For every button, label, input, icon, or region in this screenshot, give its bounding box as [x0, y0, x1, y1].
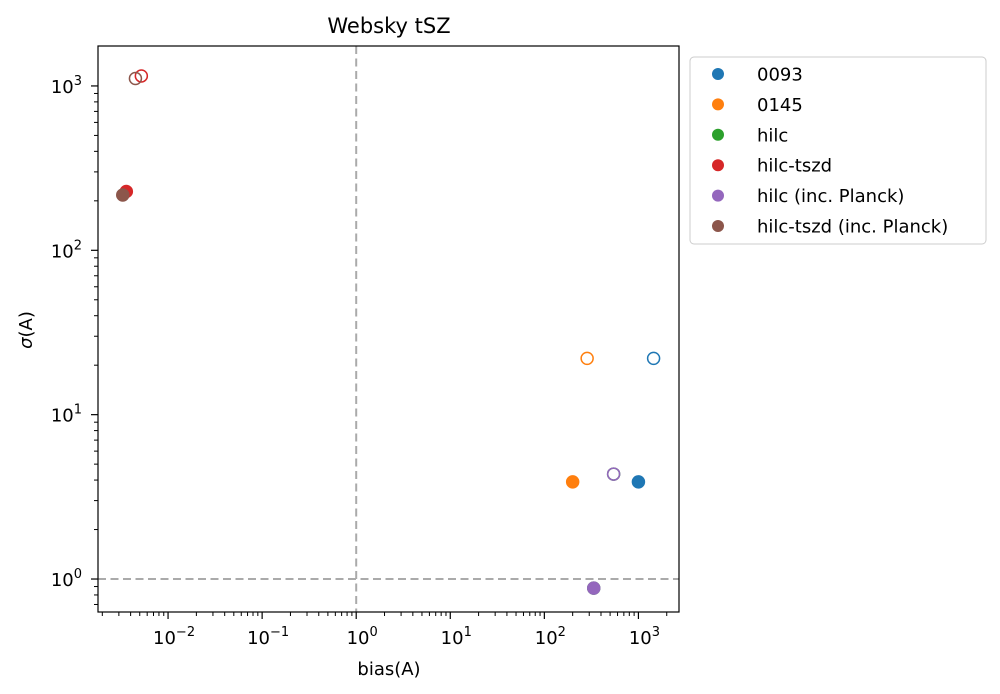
legend-label: hilc	[757, 125, 788, 146]
point-0093-filled	[631, 475, 646, 489]
legend-entry-hilc-tszd-inc-planck: hilc-tszd (inc. Planck)	[712, 217, 948, 238]
point-hilc-inc-planck-open	[606, 467, 621, 481]
chart-title: Websky tSZ	[327, 14, 450, 38]
x-tick-label: 102	[535, 625, 566, 649]
x-tick-label: 101	[441, 625, 472, 649]
x-tick-label: 100	[347, 625, 378, 649]
x-tick-label: 10−2	[153, 625, 195, 649]
legend-marker	[712, 159, 724, 172]
legend-entry-0093: 0093	[712, 65, 803, 86]
y-axis-label-symbol: σ	[16, 337, 37, 349]
legend-entry-hilc-tszd: hilc-tszd	[712, 156, 832, 177]
axes-frame	[97, 45, 680, 613]
point-0145-open	[580, 351, 594, 366]
y-tick-label: 101	[51, 403, 82, 427]
data-points	[116, 69, 661, 595]
legend-marker	[712, 220, 724, 232]
y-tick-label: 100	[51, 567, 82, 591]
point-0145-filled	[565, 475, 580, 489]
point-0093-open	[646, 351, 661, 366]
legend-marker	[712, 189, 724, 202]
plot-area	[97, 45, 680, 613]
legend-entry-0145: 0145	[712, 95, 803, 116]
point-hilc-tszd-inc-planck-open	[128, 71, 143, 86]
y-axis-label-arg: (A)	[16, 311, 37, 337]
reference-lines	[98, 46, 679, 612]
legend-label: hilc (inc. Planck)	[757, 186, 904, 207]
x-tick-label: 103	[629, 625, 660, 649]
point-hilc-tszd-open	[134, 69, 149, 83]
y-tick-label: 102	[51, 238, 82, 262]
legend-marker	[712, 68, 724, 80]
legend-marker	[712, 128, 724, 141]
legend-frame	[689, 56, 987, 245]
legend-label: hilc-tszd (inc. Planck)	[757, 217, 948, 238]
y-axis: 100 101 102 103	[51, 74, 98, 605]
y-axis-label: σ(A)	[16, 311, 37, 349]
legend-label: hilc-tszd	[757, 156, 832, 177]
legend-label: 0145	[757, 95, 803, 116]
x-axis-label: bias(A)	[357, 659, 420, 680]
x-tick-label: 10−1	[247, 625, 289, 649]
legend-label: 0093	[757, 65, 803, 86]
y-tick-label: 103	[51, 74, 82, 98]
legend-entry-hilc-inc-planck: hilc (inc. Planck)	[712, 186, 904, 207]
legend-marker	[712, 98, 724, 111]
x-axis: 10−2 10−1 100 101 102 103	[101, 612, 668, 649]
legend: 0093 0145 hilc hilc-tszd hilc (inc. Planck) h…	[689, 56, 987, 245]
point-hilc-inc-planck-filled	[586, 581, 601, 595]
legend-entry-hilc: hilc	[712, 125, 788, 146]
point-hilc-tszd-inc-planck-filled	[116, 188, 130, 202]
legend-entries: 0093 0145 hilc hilc-tszd hilc (inc. Planck) h…	[712, 65, 948, 238]
